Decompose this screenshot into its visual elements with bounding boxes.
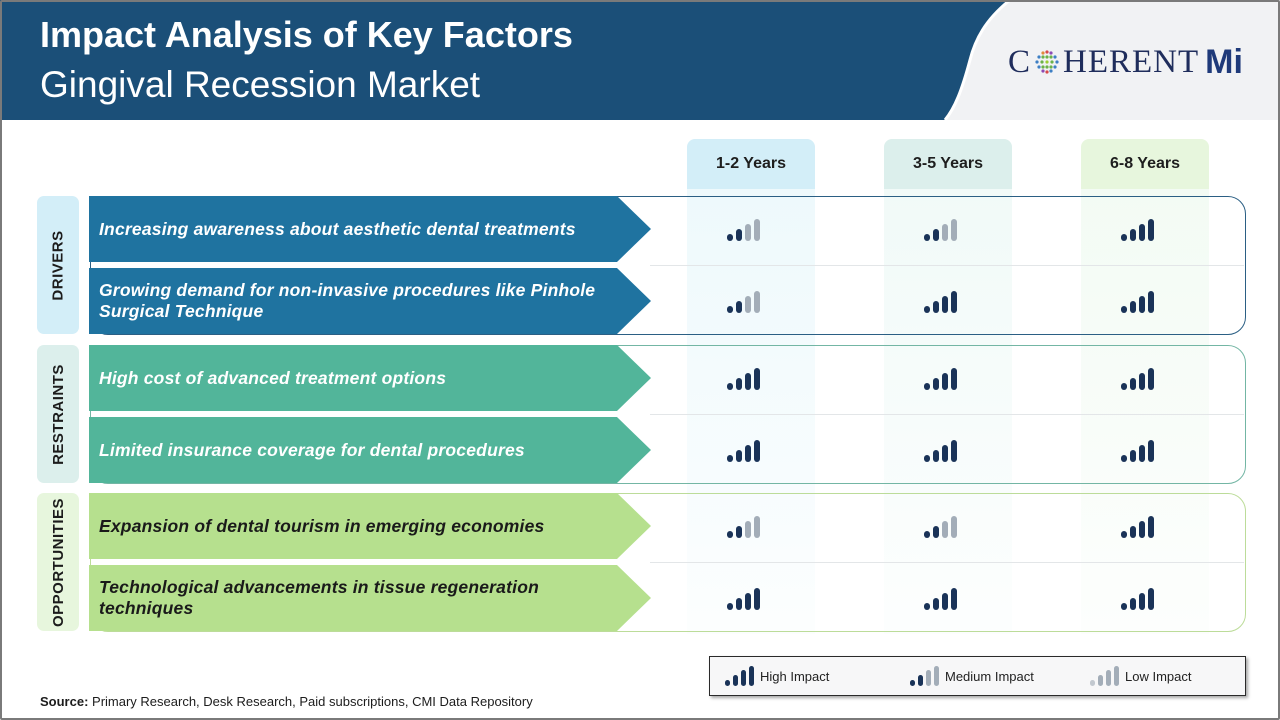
source-label: Source: [40,694,89,709]
legend-medium: Medium Impact [910,666,1034,686]
column-header: 1-2 Years [687,139,815,189]
logo-text-c: C [1008,43,1032,80]
signal-medium-icon [924,219,960,241]
header-banner: Impact Analysis of Key Factors Gingival … [0,0,1280,120]
factor-text: Limited insurance coverage for dental pr… [99,439,525,460]
group-box-restraints [90,345,1246,484]
logo-text-herent: HERENT [1063,43,1200,80]
category-label-drivers: DRIVERS [37,196,79,334]
column-header: 6-8 Years [1081,139,1209,189]
category-label-text: DRIVERS [49,229,67,301]
factor-text: Increasing awareness about aesthetic den… [99,218,576,239]
category-label-text: OPPORTUNITIES [49,497,67,627]
coherent-mi-logo: C HERENT Mi [1008,42,1243,82]
signal-medium-icon [727,219,763,241]
page-subtitle: Gingival Recession Market [40,64,481,105]
legend-high: High Impact [725,666,829,686]
factor-arrow: Technological advancements in tissue reg… [89,565,651,631]
group-box-opportunities [90,493,1246,632]
source-text: Primary Research, Desk Research, Paid su… [88,694,533,709]
column-band [1081,189,1209,634]
category-label-restraints: RESTRAINTS [37,345,79,483]
signal-high-icon [924,440,960,462]
signal-high-icon [727,368,763,390]
factor-text: Expansion of dental tourism in emerging … [99,515,545,536]
category-label-text: RESTRAINTS [49,363,67,465]
signal-medium-icon [727,516,763,538]
signal-high-icon [727,440,763,462]
category-label-opportunities: OPPORTUNITIES [37,493,79,631]
signal-medium-icon [924,516,960,538]
column-header: 3-5 Years [884,139,1012,189]
signal-high-icon [1121,368,1157,390]
signal-high-icon [1121,291,1157,313]
signal-high-icon [727,588,763,610]
legend-low-label: Low Impact [1125,669,1192,684]
globe-dots-icon [1035,50,1059,74]
row-divider [650,562,1244,563]
legend-medium-label: Medium Impact [945,669,1034,684]
signal-high-icon [1121,516,1157,538]
factor-text: Technological advancements in tissue reg… [99,577,539,618]
signal-low-icon [1090,666,1119,686]
signal-high-icon [1121,588,1157,610]
legend-low: Low Impact [1090,666,1191,686]
factor-text: High cost of advanced treatment options [99,367,447,388]
factor-arrow: High cost of advanced treatment options [89,345,651,411]
signal-high-icon [924,368,960,390]
factor-arrow: Expansion of dental tourism in emerging … [89,493,651,559]
group-box-drivers [90,196,1246,335]
factor-text: Growing demand for non-invasive procedur… [99,280,596,321]
factor-arrow: Increasing awareness about aesthetic den… [89,196,651,262]
legend-high-label: High Impact [760,669,830,684]
signal-medium-icon [727,291,763,313]
signal-high-icon [725,666,754,686]
factor-arrow: Limited insurance coverage for dental pr… [89,417,651,483]
signal-high-icon [924,588,960,610]
banner-shape [0,0,1011,120]
signal-high-icon [1121,440,1157,462]
signal-medium-icon [910,666,939,686]
page-title: Impact Analysis of Key Factors [40,14,573,55]
source-note: Source: Primary Research, Desk Research,… [40,694,533,709]
row-divider [650,265,1244,266]
logo-text-mi: Mi [1205,42,1243,81]
factor-arrow: Growing demand for non-invasive procedur… [89,268,651,334]
signal-high-icon [924,291,960,313]
column-band [687,189,815,634]
impact-legend: High Impact Medium Impact Low Impact [709,656,1246,696]
row-divider [650,414,1244,415]
column-band [884,189,1012,634]
signal-high-icon [1121,219,1157,241]
